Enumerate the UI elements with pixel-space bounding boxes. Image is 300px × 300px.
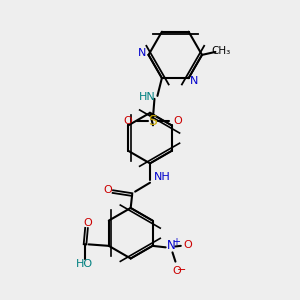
Text: O: O xyxy=(83,218,92,228)
Text: HN: HN xyxy=(139,92,155,102)
Text: O: O xyxy=(124,116,132,126)
Text: +: + xyxy=(172,237,180,247)
Text: N: N xyxy=(190,76,198,86)
Text: O: O xyxy=(172,266,181,275)
Text: O: O xyxy=(174,116,182,126)
Text: NH: NH xyxy=(154,172,171,182)
Text: CH₃: CH₃ xyxy=(212,46,231,56)
Text: HO: HO xyxy=(76,259,93,269)
Text: S: S xyxy=(148,114,157,128)
Text: −: − xyxy=(177,265,187,275)
Text: O: O xyxy=(104,185,112,195)
Text: O: O xyxy=(184,240,192,250)
Text: N: N xyxy=(167,239,176,252)
Text: N: N xyxy=(138,48,146,59)
